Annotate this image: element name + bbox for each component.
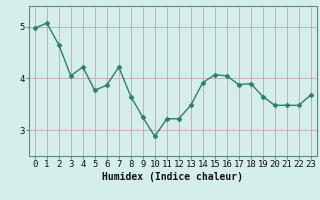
X-axis label: Humidex (Indice chaleur): Humidex (Indice chaleur) <box>102 172 243 182</box>
